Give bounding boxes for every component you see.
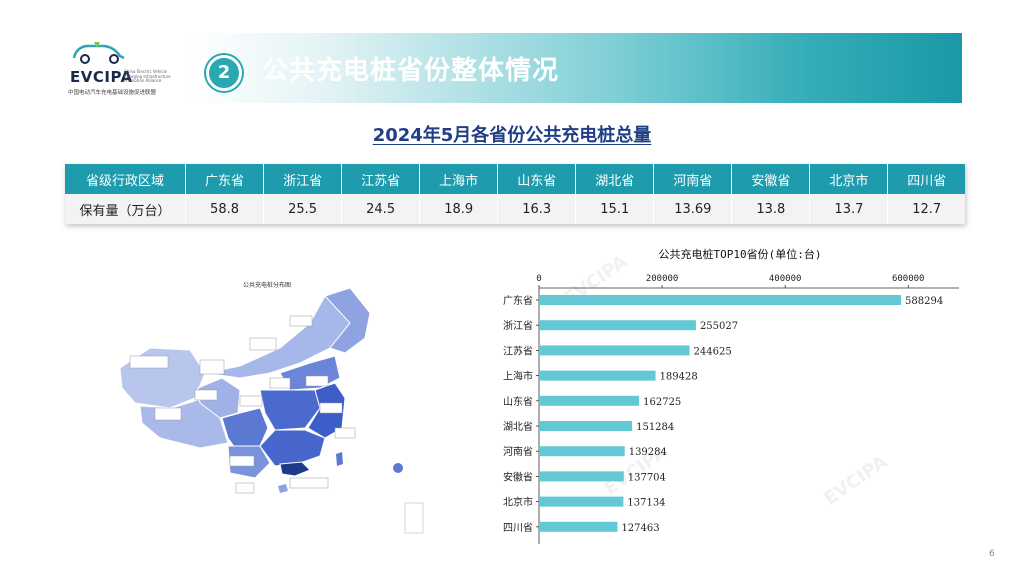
map-region-sichuan bbox=[221, 407, 269, 449]
table-header-cell: 湖北省 bbox=[575, 164, 655, 194]
logo-chinese-name: 中国电动汽车充电基础设施促进联盟 bbox=[68, 90, 157, 96]
data-label: 137134 bbox=[627, 498, 665, 509]
top10-bar-chart: 0 200000 400000 600000 广东省 588294 浙江省 255027 江苏省… bbox=[503, 274, 959, 544]
evcipa-logo: EVCIPA China Electric Vehicle Charging I… bbox=[66, 38, 176, 98]
table-cell: 13.69 bbox=[653, 194, 733, 224]
page-title: 公共充电桩省份整体情况 bbox=[262, 56, 560, 86]
data-label: 137704 bbox=[628, 472, 666, 483]
map-region-northeast bbox=[324, 287, 371, 354]
data-label: 162725 bbox=[643, 397, 681, 408]
table-cell: 58.8 bbox=[185, 194, 265, 224]
y-tick-label: 山东省 bbox=[503, 395, 533, 408]
table-header-cell: 省级行政区域 bbox=[65, 164, 186, 194]
table-cell: 25.5 bbox=[263, 194, 343, 224]
bar bbox=[539, 421, 633, 431]
map-region-south bbox=[259, 429, 326, 467]
table-row: 保有量（万台） 58.8 25.5 24.5 18.9 16.3 15.1 13… bbox=[65, 194, 965, 224]
table-header-cell: 上海市 bbox=[419, 164, 499, 194]
x-tick-label: 600000 bbox=[892, 274, 925, 284]
bar bbox=[539, 345, 690, 356]
data-label: 127463 bbox=[621, 523, 659, 534]
data-label: 255027 bbox=[700, 321, 738, 332]
table-cell: 24.5 bbox=[341, 194, 421, 224]
bar bbox=[539, 295, 902, 305]
data-label: 139284 bbox=[629, 447, 667, 458]
y-tick-label: 四川省 bbox=[503, 521, 533, 534]
table-header-cell: 广东省 bbox=[185, 164, 265, 194]
bar bbox=[539, 521, 618, 532]
section-number: 2 bbox=[206, 55, 242, 91]
y-tick-label: 北京市 bbox=[503, 496, 533, 509]
table-header-cell: 北京市 bbox=[809, 164, 889, 194]
bar bbox=[539, 320, 696, 331]
y-tick-label: 安徽省 bbox=[503, 470, 533, 483]
map-region-guangdong bbox=[279, 461, 311, 477]
map-region-qinghai bbox=[197, 377, 241, 419]
y-tick-label: 江苏省 bbox=[503, 344, 533, 357]
map-region-hainan bbox=[278, 484, 288, 493]
table-cell: 16.3 bbox=[497, 194, 577, 224]
table-cell: 12.7 bbox=[887, 194, 965, 224]
bar bbox=[539, 370, 656, 381]
map-region-taiwan bbox=[336, 452, 343, 466]
y-tick-label: 湖北省 bbox=[503, 420, 533, 433]
bar bbox=[539, 471, 624, 482]
y-tick-label: 河南省 bbox=[503, 445, 533, 458]
x-tick-label: 200000 bbox=[646, 274, 679, 284]
table-header-cell: 江苏省 bbox=[341, 164, 421, 194]
table-header-cell: 河南省 bbox=[653, 164, 733, 194]
y-tick-label: 上海市 bbox=[503, 370, 533, 383]
x-tick-label: 0 bbox=[536, 274, 541, 284]
header-band bbox=[187, 33, 962, 103]
bar bbox=[539, 395, 640, 406]
chart-title: 公共充电桩TOP10省份(单位:台) bbox=[658, 248, 822, 261]
province-table: 省级行政区域 广东省 浙江省 江苏省 上海市 山东省 湖北省 河南省 安徽省 北… bbox=[65, 164, 965, 224]
data-label: 244625 bbox=[694, 346, 732, 357]
bar bbox=[539, 446, 625, 457]
logo-english-name: China Electric Vehicle Charging Infrastr… bbox=[124, 69, 171, 84]
map-region-central bbox=[259, 389, 321, 431]
logo-name: EVCIPA bbox=[70, 68, 133, 86]
china-map: 公共充电桩分布图 bbox=[110, 278, 440, 548]
table-cell: 13.8 bbox=[731, 194, 811, 224]
car-plug-icon bbox=[72, 42, 125, 64]
data-label: 151284 bbox=[636, 422, 674, 433]
table-cell: 保有量（万台） bbox=[65, 194, 186, 224]
china-map-graphic bbox=[119, 287, 424, 534]
page-number: 6 bbox=[989, 549, 995, 559]
table-header-cell: 浙江省 bbox=[263, 164, 343, 194]
table-cell: 13.7 bbox=[809, 194, 889, 224]
map-title: 公共充电桩分布图 bbox=[243, 282, 292, 289]
table-header-cell: 四川省 bbox=[887, 164, 965, 194]
x-tick-label: 400000 bbox=[769, 274, 802, 284]
data-label: 189428 bbox=[660, 372, 698, 383]
y-tick-label: 浙江省 bbox=[503, 319, 533, 332]
table-header-row: 省级行政区域 广东省 浙江省 江苏省 上海市 山东省 湖北省 河南省 安徽省 北… bbox=[65, 164, 965, 194]
y-tick-label: 广东省 bbox=[503, 294, 533, 307]
table-header-cell: 山东省 bbox=[497, 164, 577, 194]
data-label: 588294 bbox=[905, 296, 943, 307]
section-subtitle: 2024年5月各省份公共充电桩总量 bbox=[372, 125, 652, 146]
table-header-cell: 安徽省 bbox=[731, 164, 811, 194]
table-cell: 15.1 bbox=[575, 194, 655, 224]
table-cell: 18.9 bbox=[419, 194, 499, 224]
bar bbox=[539, 496, 624, 507]
